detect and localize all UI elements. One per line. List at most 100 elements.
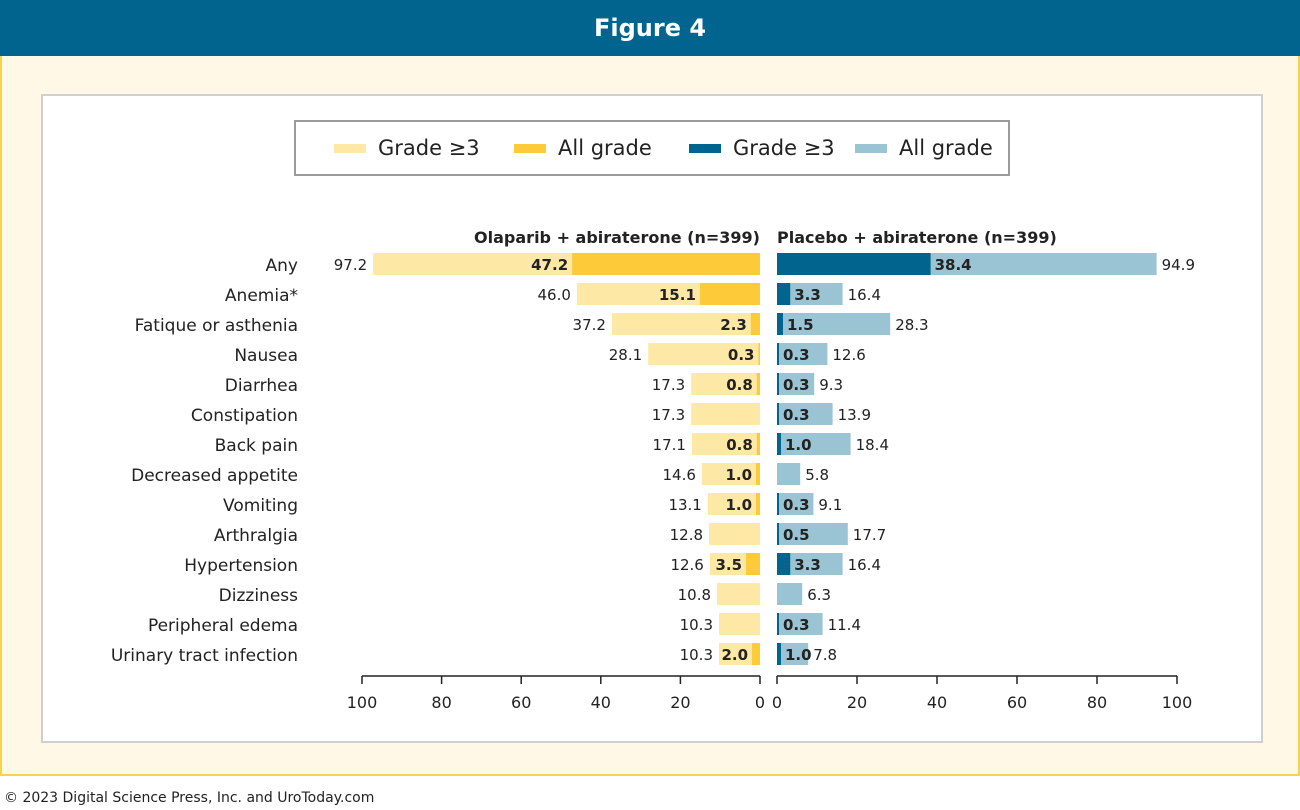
legend-label: All grade: [558, 136, 652, 160]
category-label: Any: [266, 256, 298, 276]
bar-placebo-all-grade: [777, 313, 891, 335]
value-label-placebo-all-grade: 13.9: [838, 406, 871, 424]
category-label: Fatique or asthenia: [135, 316, 298, 336]
bar-placebo-all-grade: [777, 613, 823, 635]
bar-olaparib-all-grade: [648, 343, 760, 365]
value-label-placebo-all-grade: 12.6: [832, 346, 865, 364]
legend-item-olaparib-all-grade: All grade: [514, 122, 652, 174]
bar-placebo-all-grade: [777, 283, 843, 305]
bar-placebo-grade3: [777, 373, 779, 395]
bar-olaparib-all-grade: [707, 493, 760, 515]
category-label: Vomiting: [223, 496, 298, 516]
category-label: Nausea: [234, 346, 298, 366]
value-label-olaparib-grade3: 0.8: [726, 376, 753, 394]
value-label-placebo-grade3: 0.5: [783, 526, 810, 544]
bar-olaparib-grade3: [746, 553, 760, 575]
bar-placebo-grade3: [777, 493, 779, 515]
value-label-placebo-grade3: 0.3: [783, 346, 810, 364]
figure-title: Figure 4: [0, 0, 1300, 56]
category-label: Urinary tract infection: [111, 646, 298, 666]
legend-swatch: [855, 143, 887, 153]
bar-olaparib-all-grade: [691, 433, 760, 455]
value-label-placebo-all-grade: 28.3: [895, 316, 928, 334]
bar-placebo-all-grade: [777, 583, 803, 605]
value-label-olaparib-all-grade: 46.0: [538, 286, 571, 304]
value-label-olaparib-all-grade: 10.8: [678, 586, 711, 604]
bar-placebo-grade3: [777, 313, 783, 335]
bar-olaparib-all-grade: [719, 613, 760, 635]
category-label: Diarrhea: [225, 376, 298, 396]
bar-olaparib-all-grade: [701, 463, 760, 485]
x-tick-label-placebo: 40: [927, 693, 947, 712]
category-label: Constipation: [191, 406, 298, 426]
legend-swatch: [689, 143, 721, 153]
bar-placebo-grade3: [777, 643, 781, 665]
bar-olaparib-all-grade: [709, 523, 760, 545]
bar-placebo-grade3: [777, 283, 791, 305]
copyright-footer: © 2023 Digital Science Press, Inc. and U…: [4, 790, 375, 806]
value-label-placebo-grade3: 3.3: [794, 286, 821, 304]
x-tick-label-placebo: 20: [847, 693, 867, 712]
x-tick-label-olaparib: 20: [670, 693, 690, 712]
x-tick-label-olaparib: 100: [347, 693, 378, 712]
value-label-placebo-all-grade: 7.8: [813, 646, 837, 664]
bar-olaparib-all-grade: [719, 643, 760, 665]
category-label: Anemia*: [225, 286, 298, 306]
bar-olaparib-grade3: [699, 283, 760, 305]
bar-placebo-grade3: [777, 403, 779, 425]
category-label: Peripheral edema: [148, 616, 298, 636]
chart-panel: Grade ≥3 All grade Grade ≥3 All grade: [41, 94, 1263, 743]
value-label-placebo-all-grade: 18.4: [856, 436, 889, 454]
figure-frame: Grade ≥3 All grade Grade ≥3 All grade: [0, 56, 1300, 776]
panel-title-placebo: Placebo + abiraterone (n=399): [777, 228, 1057, 247]
x-tick-label-placebo: 80: [1087, 693, 1107, 712]
value-label-placebo-all-grade: 9.3: [819, 376, 843, 394]
legend-label: Grade ≥3: [378, 136, 480, 160]
value-label-olaparib-all-grade: 17.1: [653, 436, 686, 454]
value-label-placebo-grade3: 0.3: [783, 616, 810, 634]
bar-placebo-grade3: [777, 343, 779, 365]
category-label: Back pain: [215, 436, 298, 456]
value-label-placebo-grade3: 1.5: [787, 316, 814, 334]
legend-item-placebo-all-grade: All grade: [855, 122, 993, 174]
bar-placebo-all-grade: [777, 433, 851, 455]
bar-placebo-grade3: [777, 253, 931, 275]
bar-olaparib-all-grade: [691, 403, 760, 425]
value-label-olaparib-all-grade: 10.3: [680, 646, 713, 664]
value-label-olaparib-all-grade: 17.3: [652, 406, 685, 424]
value-label-placebo-all-grade: 16.4: [848, 286, 881, 304]
bar-olaparib-all-grade: [611, 313, 760, 335]
value-label-placebo-grade3: 0.3: [783, 406, 810, 424]
value-label-olaparib-grade3: 0.8: [726, 436, 753, 454]
value-label-olaparib-grade3: 0.3: [728, 346, 755, 364]
value-label-placebo-grade3: 0.3: [783, 376, 810, 394]
bar-olaparib-grade3: [752, 643, 760, 665]
bar-placebo-all-grade: [777, 373, 815, 395]
category-label: Dizziness: [219, 586, 298, 606]
value-label-placebo-all-grade: 5.8: [805, 466, 829, 484]
value-label-placebo-grade3: 1.0: [785, 646, 812, 664]
value-label-olaparib-grade3: 1.0: [725, 466, 752, 484]
legend-item-placebo-grade3: Grade ≥3: [689, 122, 835, 174]
bar-placebo-grade3: [777, 433, 781, 455]
value-label-olaparib-grade3: 47.2: [531, 256, 568, 274]
bar-olaparib-grade3: [756, 463, 760, 485]
value-label-placebo-grade3: 38.4: [935, 256, 972, 274]
category-label: Hypertension: [184, 556, 298, 576]
value-label-placebo-all-grade: 6.3: [807, 586, 831, 604]
legend-swatch: [514, 143, 546, 153]
x-tick-label-olaparib: 40: [591, 693, 611, 712]
legend-label: All grade: [899, 136, 993, 160]
bar-olaparib-grade3: [750, 313, 760, 335]
value-label-olaparib-grade3: 2.0: [721, 646, 748, 664]
bar-olaparib-all-grade: [717, 583, 760, 605]
bar-placebo-all-grade: [777, 643, 809, 665]
bar-placebo-all-grade: [777, 463, 801, 485]
value-label-olaparib-grade3: 1.0: [725, 496, 752, 514]
bar-placebo-all-grade: [777, 403, 833, 425]
bar-olaparib-all-grade: [691, 373, 760, 395]
bar-placebo-grade3: [777, 523, 779, 545]
value-label-olaparib-grade3: 3.5: [715, 556, 742, 574]
bar-olaparib-grade3: [756, 493, 760, 515]
bar-placebo-all-grade: [777, 553, 843, 575]
